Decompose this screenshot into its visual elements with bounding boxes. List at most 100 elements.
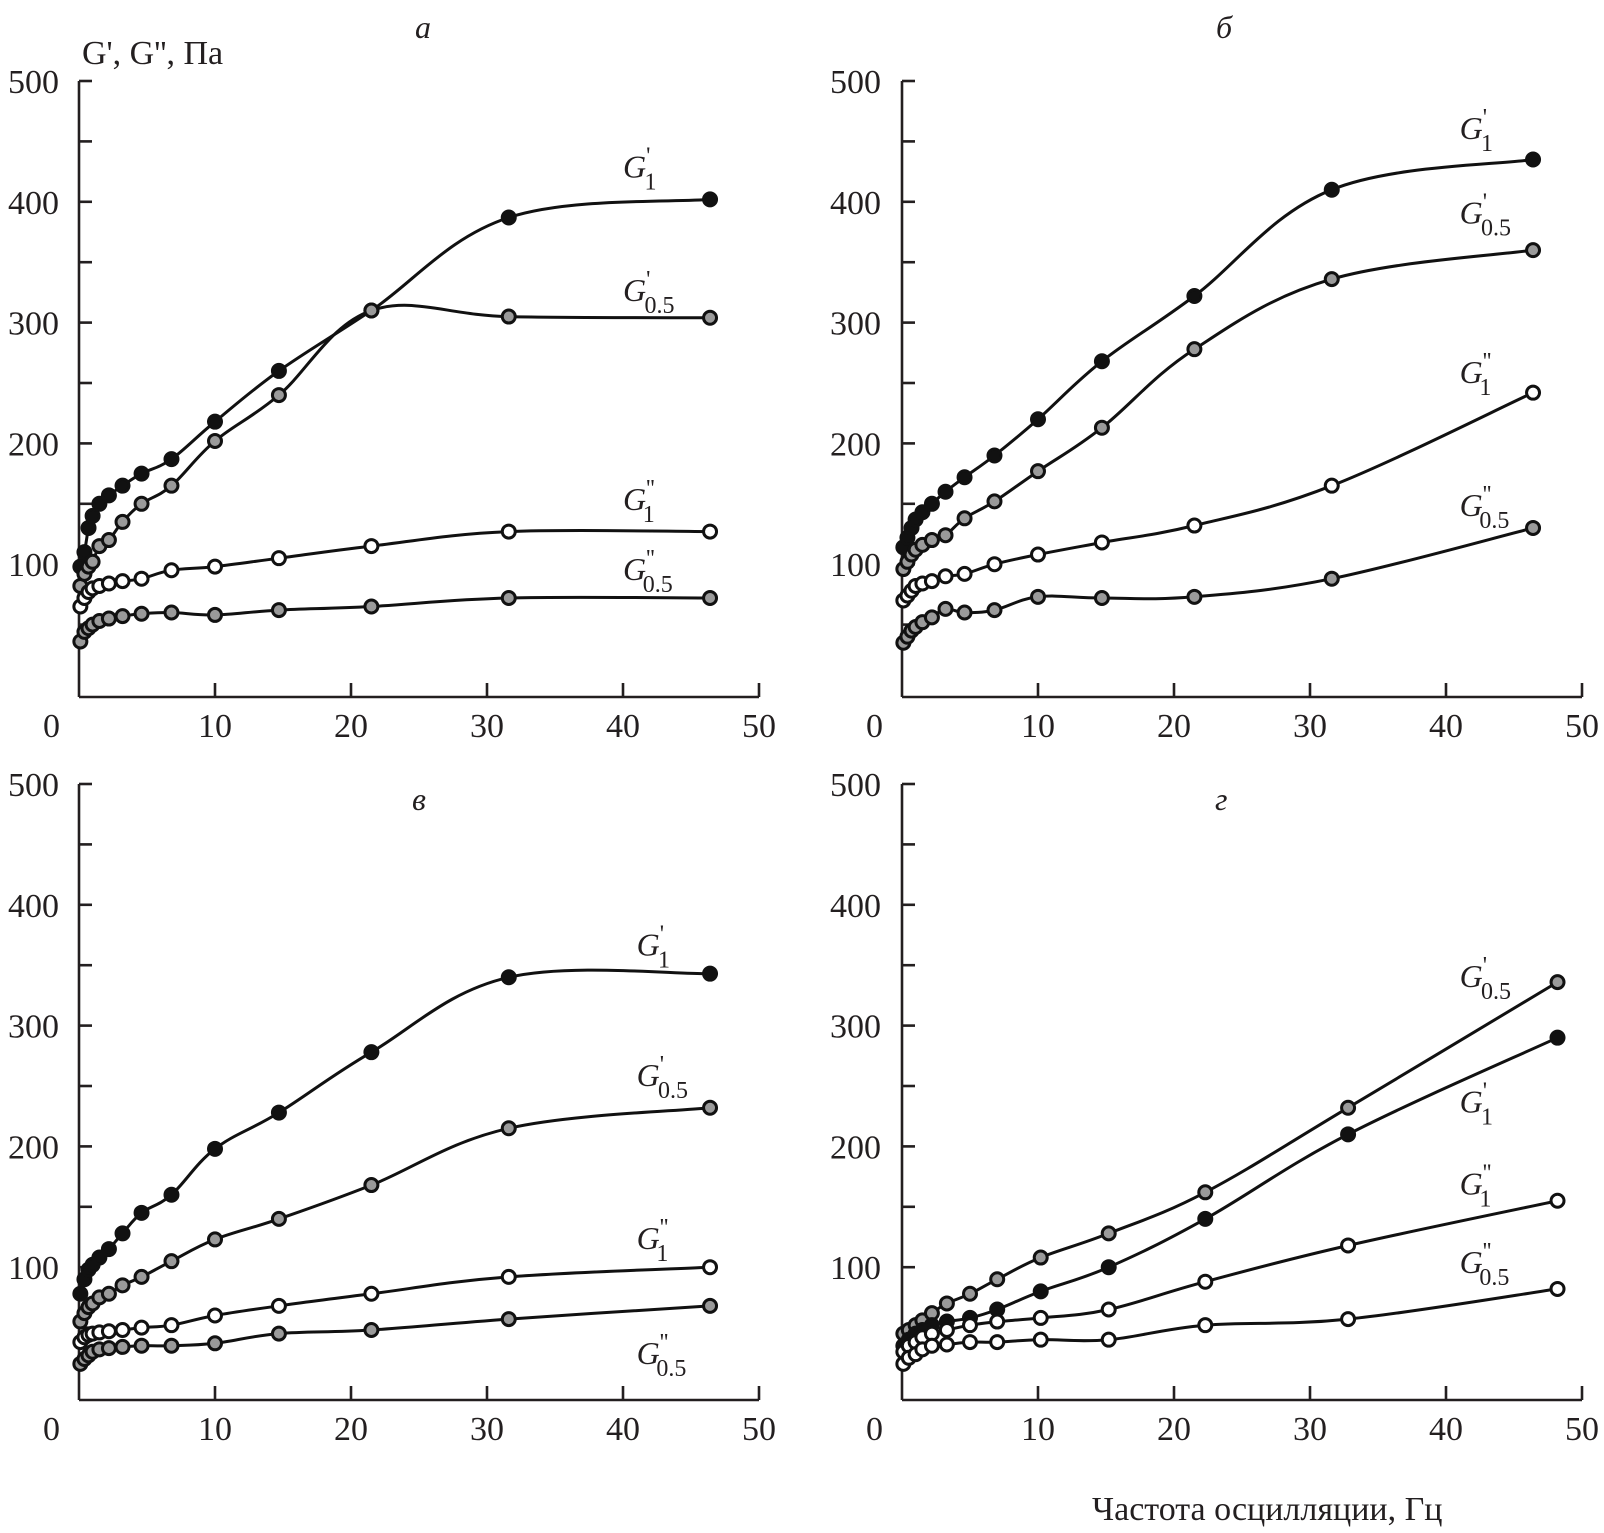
data-point xyxy=(207,606,223,623)
data-point xyxy=(363,1285,380,1302)
series-Gpp1: G'' 1 xyxy=(72,476,719,615)
x-tick-label: 20 xyxy=(334,1411,368,1448)
data-point xyxy=(76,544,93,561)
panel-3: в 100 200 300 400 500 0 10 20 30 40 50 G' 1 G' 0.5 G'' 1 G… xyxy=(8,767,776,1448)
data-point xyxy=(163,604,180,621)
data-point xyxy=(1549,974,1566,991)
series-label: G'' 1 xyxy=(1460,1161,1492,1213)
series-label: G'' 0.5 xyxy=(1460,1239,1510,1291)
data-point xyxy=(1032,1249,1049,1266)
panel-letter: г xyxy=(1215,781,1227,817)
series-Gpp1: G'' 1 xyxy=(895,349,1542,609)
x-tick-label: 40 xyxy=(1429,1411,1463,1448)
data-point xyxy=(1186,517,1203,534)
data-point xyxy=(1323,570,1340,587)
data-point xyxy=(163,477,180,494)
x-tick-label: 50 xyxy=(1565,708,1599,745)
x-tick-label: 10 xyxy=(198,1411,232,1448)
x-tick-label: 30 xyxy=(470,708,504,745)
data-point xyxy=(270,602,287,619)
y-tick-label: 400 xyxy=(830,888,881,925)
x-tick-label: 40 xyxy=(606,708,640,745)
data-point xyxy=(500,1311,517,1328)
data-point xyxy=(1340,1126,1357,1143)
x-tick-label: 20 xyxy=(334,708,368,745)
data-point xyxy=(956,510,973,527)
data-point xyxy=(1197,1273,1214,1290)
data-point xyxy=(1100,1225,1117,1242)
data-point xyxy=(363,1177,380,1194)
data-point xyxy=(133,1319,150,1336)
data-point xyxy=(986,447,1003,464)
data-point xyxy=(937,568,954,585)
data-point xyxy=(114,1338,131,1355)
data-point xyxy=(207,1307,223,1324)
data-point xyxy=(100,610,117,627)
data-point xyxy=(962,1317,978,1334)
data-point xyxy=(938,1336,955,1353)
series-label: G'' 1 xyxy=(1460,349,1492,401)
series-Gpp0_5: G'' 0.5 xyxy=(72,546,719,650)
panel-4: г 100 200 300 400 500 0 10 20 30 40 50 G' 0.5 G' 1 G'' 1 G… xyxy=(830,767,1599,1448)
data-point xyxy=(1186,341,1203,358)
data-point xyxy=(1093,534,1110,551)
data-point xyxy=(989,1271,1006,1288)
panel-1: а 100 200 300 400 500 0 10 20 30 40 50 G' 1 G' 0.5 G'' 1 G… xyxy=(8,9,776,745)
y-tick-label: 100 xyxy=(830,547,881,584)
series-label: G' 1 xyxy=(637,922,670,974)
data-point xyxy=(270,1325,287,1342)
data-point xyxy=(956,565,973,582)
data-point xyxy=(500,523,517,540)
data-point xyxy=(1525,384,1542,401)
x-tick-label: 0 xyxy=(866,708,883,745)
data-point xyxy=(923,573,940,590)
series-Gp0_5: G' 0.5 xyxy=(895,190,1542,578)
y-tick-label: 300 xyxy=(8,306,59,343)
panel-letter: а xyxy=(415,9,431,45)
panel-letter: в xyxy=(412,781,426,817)
data-point xyxy=(1323,181,1340,198)
panel-2: б 100 200 300 400 500 0 10 20 30 40 50 G' 1 G' 0.5 G'' 1 G… xyxy=(830,9,1599,745)
data-point xyxy=(270,1104,287,1121)
data-point xyxy=(91,495,108,512)
y-tick-label: 500 xyxy=(830,767,881,804)
series-label: G' 0.5 xyxy=(1460,190,1511,242)
data-point xyxy=(100,1241,117,1258)
data-point xyxy=(270,1210,287,1227)
series-label: G' 0.5 xyxy=(623,267,674,319)
series-Gp0_5: G' 0.5 xyxy=(72,1052,719,1330)
data-point xyxy=(207,558,223,575)
y-tick-label: 500 xyxy=(8,767,59,804)
data-point xyxy=(207,1231,223,1248)
data-point xyxy=(1100,1259,1117,1276)
data-point xyxy=(923,495,940,512)
x-tick-label: 0 xyxy=(43,708,60,745)
data-point xyxy=(938,1295,955,1312)
data-point xyxy=(133,1204,150,1221)
data-point xyxy=(207,1140,223,1157)
series-label: G' 1 xyxy=(1460,105,1493,157)
x-tick-label: 50 xyxy=(742,708,776,745)
data-point xyxy=(1030,411,1046,428)
data-point xyxy=(962,1285,978,1302)
data-point xyxy=(937,600,954,617)
x-tick-label: 40 xyxy=(606,1411,640,1448)
data-point xyxy=(923,609,940,626)
data-point xyxy=(1032,1309,1049,1326)
data-point xyxy=(937,483,954,500)
data-point xyxy=(163,451,180,468)
y-tick-label: 200 xyxy=(8,426,59,463)
series-Gpp0_5: G'' 0.5 xyxy=(895,1239,1566,1372)
x-tick-label: 40 xyxy=(1429,708,1463,745)
data-point xyxy=(1030,546,1046,563)
data-point xyxy=(1549,1280,1566,1297)
data-point xyxy=(207,432,223,449)
data-point xyxy=(1032,1283,1049,1300)
data-point xyxy=(1093,419,1110,436)
data-point xyxy=(363,302,380,319)
data-point xyxy=(500,209,517,226)
panel-letter: б xyxy=(1216,9,1233,45)
data-point xyxy=(84,553,101,570)
y-tick-label: 100 xyxy=(830,1250,881,1287)
